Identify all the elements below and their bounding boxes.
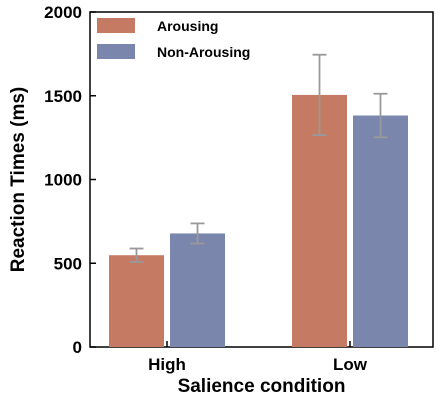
- legend-swatch-arousing: [97, 18, 135, 33]
- bars: [109, 94, 408, 347]
- y-tick-label: 1000: [44, 171, 82, 190]
- x-axis-title: Salience condition: [178, 376, 346, 397]
- y-tick-label: 2000: [44, 3, 82, 22]
- legend-label: Arousing: [157, 18, 218, 34]
- ticks: 0 500 1000 1500 2000 High Low: [44, 3, 368, 374]
- y-axis-title: Reaction Times (ms): [8, 87, 29, 272]
- bar-low-arousing: [292, 94, 347, 347]
- bar-low-non-arousing: [353, 115, 408, 347]
- x-tick-label: High: [148, 355, 186, 374]
- legend: Arousing Non-Arousing: [97, 18, 250, 60]
- y-tick-label: 1500: [44, 87, 82, 106]
- legend-swatch-non-arousing: [97, 44, 135, 59]
- legend-label: Non-Arousing: [157, 44, 250, 60]
- y-tick-label: 500: [54, 254, 82, 273]
- x-tick-label: Low: [333, 355, 368, 374]
- error-bars: [129, 53, 388, 263]
- y-tick-label: 0: [73, 338, 82, 357]
- bar-high-arousing: [109, 255, 164, 347]
- bar-high-non-arousing: [170, 233, 225, 347]
